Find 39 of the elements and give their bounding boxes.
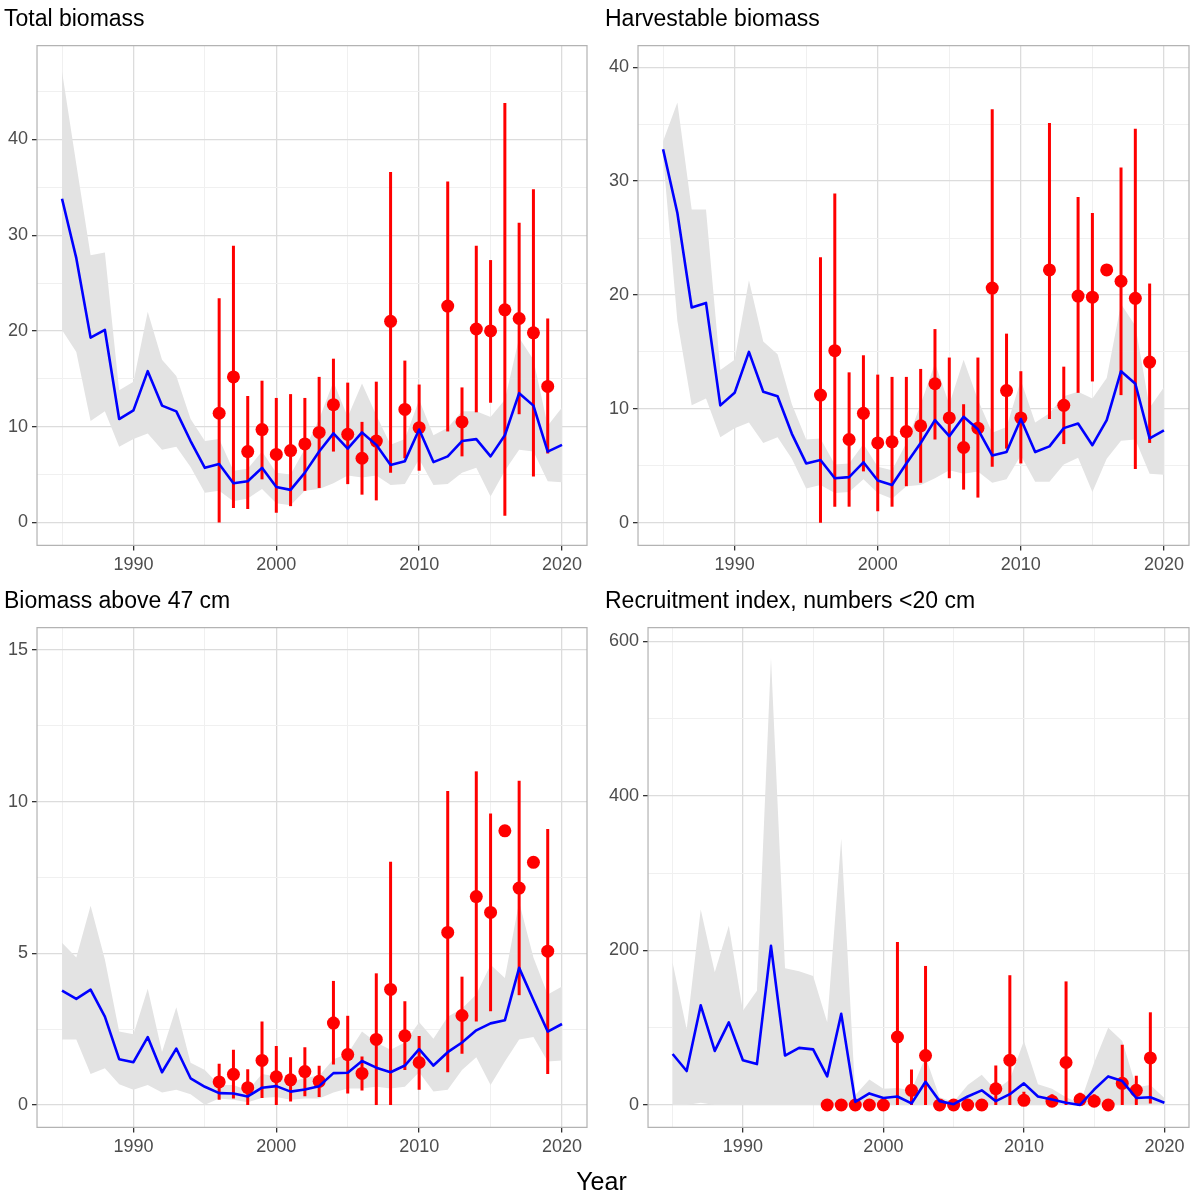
x-tick-label: 2020 <box>1143 554 1184 575</box>
x-tick-label: 2000 <box>857 554 898 575</box>
y-tick-label: 10 <box>608 397 630 418</box>
chart-title: Biomass above 47 cm <box>4 587 231 614</box>
y-tick-label: 40 <box>7 128 29 149</box>
chart-title: Recruitment index, numbers <20 cm <box>605 587 976 614</box>
y-tick-label: 15 <box>7 639 29 660</box>
y-tick-label: 200 <box>608 939 640 960</box>
y-tick-label: 600 <box>608 630 640 651</box>
x-tick-label: 2010 <box>399 1136 440 1157</box>
chart-title: Total biomass <box>4 5 145 32</box>
x-tick-label: 1990 <box>113 554 154 575</box>
y-tick-label: 0 <box>18 511 29 532</box>
x-axis-title: Year <box>575 1166 628 1197</box>
x-tick-label: 1990 <box>113 1136 154 1157</box>
y-tick-label: 5 <box>18 942 29 963</box>
x-tick-label: 2000 <box>863 1136 904 1157</box>
x-tick-label: 2020 <box>541 1136 583 1157</box>
y-tick-label: 40 <box>608 56 630 77</box>
y-tick-label: 400 <box>608 784 640 805</box>
x-tick-label: 2000 <box>256 1136 297 1157</box>
y-tick-label: 0 <box>18 1093 29 1114</box>
y-tick-label: 30 <box>608 170 630 191</box>
y-tick-label: 0 <box>629 1093 640 1114</box>
x-tick-label: 2010 <box>1003 1136 1044 1157</box>
x-tick-label: 1990 <box>722 1136 763 1157</box>
y-tick-label: 0 <box>619 511 630 532</box>
x-tick-label: 2010 <box>399 554 440 575</box>
x-tick-label: 2020 <box>1144 1136 1185 1157</box>
x-tick-label: 1990 <box>714 554 755 575</box>
y-tick-label: 30 <box>7 224 29 245</box>
y-tick-label: 20 <box>608 283 630 304</box>
x-tick-label: 2000 <box>256 554 297 575</box>
x-tick-label: 2010 <box>1000 554 1041 575</box>
y-tick-label: 20 <box>7 319 29 340</box>
y-tick-label: 10 <box>7 415 29 436</box>
chart-title: Harvestable biomass <box>605 5 820 32</box>
y-tick-label: 10 <box>7 790 29 811</box>
x-tick-label: 2020 <box>541 554 583 575</box>
